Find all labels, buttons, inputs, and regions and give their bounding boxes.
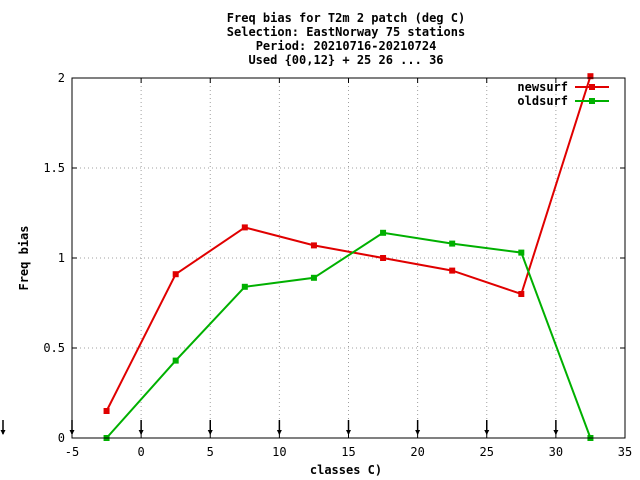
title-line-2: Selection: EastNorway 75 stations [227, 25, 465, 39]
class-boundary-arrow [138, 420, 144, 435]
x-tick-label: 0 [138, 445, 145, 459]
data-point-newsurf [380, 255, 387, 261]
data-point-newsurf [587, 73, 594, 80]
data-point-oldsurf [241, 283, 248, 290]
series-layer [103, 73, 594, 441]
x-tick-label: 20 [410, 445, 424, 459]
x-tick-label: 35 [618, 445, 632, 459]
x-tick-label: -5 [65, 445, 79, 459]
plot-frame [71, 77, 626, 439]
data-point-oldsurf [449, 240, 456, 247]
legend: newsurf oldsurf [517, 80, 609, 108]
class-boundary-arrow [484, 420, 490, 435]
legend-marker-oldsurf [589, 98, 595, 104]
data-point-newsurf [241, 224, 248, 231]
y-axis-label: Freq bias [17, 225, 31, 290]
x-axis-label: classes C) [310, 463, 382, 477]
title-line-4: Used {00,12} + 25 26 ... 36 [248, 53, 443, 67]
legend-entry-newsurf: newsurf [517, 80, 609, 94]
legend-label-oldsurf: oldsurf [517, 94, 568, 108]
data-point-oldsurf [310, 274, 317, 281]
x-tick-label: 10 [272, 445, 286, 459]
x-tick-label: 5 [207, 445, 214, 459]
data-point-oldsurf [172, 357, 179, 364]
x-tick-label: 30 [549, 445, 563, 459]
y-tick-label: 0.5 [43, 341, 65, 355]
class-boundary-arrow [415, 420, 421, 435]
chart-title: Freq bias for T2m 2 patch (deg C) Select… [227, 11, 465, 67]
data-point-newsurf [103, 408, 110, 414]
series-line-newsurf [105, 75, 592, 412]
grid [71, 77, 626, 439]
data-point-newsurf [518, 291, 525, 297]
title-line-1: Freq bias for T2m 2 patch (deg C) [227, 11, 465, 25]
class-boundary-arrow [207, 420, 213, 435]
class-boundary-arrow [346, 420, 351, 435]
data-point-newsurf [310, 242, 317, 249]
series-oldsurf [103, 229, 594, 441]
class-boundary-arrow [0, 420, 6, 435]
class-boundary-arrow [276, 420, 282, 435]
legend-entry-oldsurf: oldsurf [517, 94, 609, 108]
legend-marker-newsurf [589, 84, 595, 90]
x-tick-label: 25 [480, 445, 494, 459]
data-point-newsurf [172, 271, 179, 278]
legend-label-newsurf: newsurf [517, 80, 568, 94]
data-point-newsurf [449, 267, 456, 274]
data-point-oldsurf [518, 249, 525, 256]
y-tick-label: 1 [58, 251, 65, 265]
y-tick-label: 1.5 [43, 161, 65, 175]
title-line-3: Period: 20210716-20210724 [256, 39, 437, 53]
x-tick-label: 15 [341, 445, 355, 459]
y-tick-label: 0 [58, 431, 65, 445]
class-boundary-arrows [0, 420, 559, 435]
y-tick-label: 2 [58, 71, 65, 85]
series-line-oldsurf [105, 231, 592, 439]
data-point-oldsurf [380, 229, 387, 236]
series-newsurf [103, 73, 594, 414]
class-boundary-arrow [553, 420, 559, 435]
